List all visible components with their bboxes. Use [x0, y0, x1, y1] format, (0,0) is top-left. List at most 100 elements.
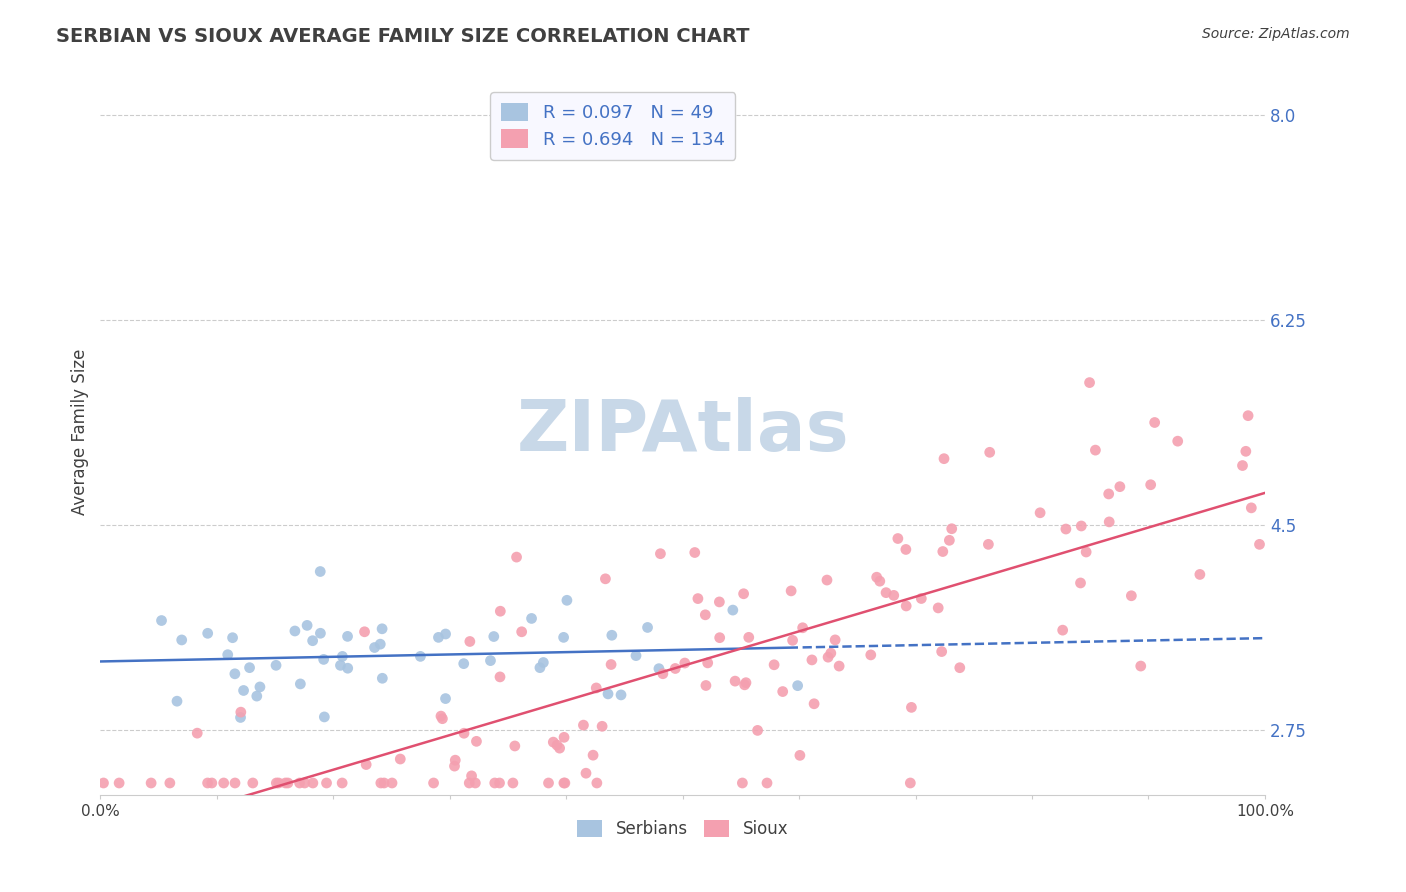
Point: [290, 677, 312, 691]
Point: [1098, 515, 1121, 529]
Point: [1054, 522, 1077, 536]
Point: [336, 661, 359, 675]
Point: [484, 776, 506, 790]
Point: [479, 654, 502, 668]
Point: [1070, 576, 1092, 591]
Point: [546, 738, 568, 752]
Point: [453, 726, 475, 740]
Point: [1052, 623, 1074, 637]
Point: [1139, 477, 1161, 491]
Point: [201, 776, 224, 790]
Point: [1108, 480, 1130, 494]
Point: [582, 748, 605, 763]
Point: [875, 585, 897, 599]
Point: [896, 599, 918, 613]
Point: [453, 657, 475, 671]
Point: [488, 776, 510, 790]
Point: [170, 632, 193, 647]
Point: [430, 709, 453, 723]
Point: [820, 646, 842, 660]
Point: [264, 658, 287, 673]
Point: [224, 666, 246, 681]
Point: [489, 604, 512, 618]
Text: Source: ZipAtlas.com: Source: ZipAtlas.com: [1202, 27, 1350, 41]
Point: [217, 648, 239, 662]
Point: [664, 661, 686, 675]
Point: [772, 684, 794, 698]
Point: [246, 689, 269, 703]
Point: [1188, 567, 1211, 582]
Point: [288, 776, 311, 790]
Point: [274, 776, 297, 790]
Point: [979, 445, 1001, 459]
Point: [724, 674, 747, 689]
Point: [624, 648, 647, 663]
Point: [731, 776, 754, 790]
Point: [637, 620, 659, 634]
Point: [817, 650, 839, 665]
Point: [898, 776, 921, 790]
Point: [709, 631, 731, 645]
Point: [600, 657, 623, 672]
Point: [368, 637, 391, 651]
Point: [575, 766, 598, 780]
Point: [363, 640, 385, 655]
Point: [1237, 409, 1260, 423]
Point: [800, 653, 823, 667]
Point: [789, 748, 811, 763]
Point: [815, 573, 838, 587]
Point: [330, 776, 353, 790]
Point: [651, 666, 673, 681]
Point: [585, 681, 607, 695]
Point: [910, 591, 932, 606]
Point: [1121, 589, 1143, 603]
Point: [1078, 376, 1101, 390]
Point: [389, 752, 412, 766]
Point: [529, 660, 551, 674]
Point: [610, 688, 633, 702]
Point: [232, 683, 254, 698]
Point: [434, 691, 457, 706]
Point: [1143, 416, 1166, 430]
Legend: Serbians, Sioux: Serbians, Sioux: [571, 813, 794, 845]
Point: [434, 627, 457, 641]
Point: [1098, 487, 1121, 501]
Point: [900, 700, 922, 714]
Point: [695, 678, 717, 692]
Point: [553, 731, 575, 745]
Y-axis label: Average Family Size: Average Family Size: [72, 349, 89, 515]
Point: [458, 634, 481, 648]
Point: [284, 624, 307, 638]
Point: [229, 705, 252, 719]
Point: [139, 776, 162, 790]
Point: [108, 776, 131, 790]
Point: [648, 662, 671, 676]
Point: [197, 626, 219, 640]
Point: [294, 776, 316, 790]
Point: [371, 671, 394, 685]
Point: [803, 697, 825, 711]
Point: [1167, 434, 1189, 449]
Point: [554, 776, 576, 790]
Point: [422, 776, 444, 790]
Point: [553, 776, 575, 790]
Point: [695, 607, 717, 622]
Point: [502, 776, 524, 790]
Point: [824, 632, 846, 647]
Point: [505, 550, 527, 565]
Point: [931, 644, 953, 658]
Point: [465, 734, 488, 748]
Point: [1249, 537, 1271, 551]
Point: [859, 648, 882, 662]
Point: [353, 624, 375, 639]
Point: [444, 753, 467, 767]
Point: [242, 776, 264, 790]
Point: [266, 776, 288, 790]
Point: [329, 658, 352, 673]
Point: [520, 611, 543, 625]
Point: [315, 776, 337, 790]
Point: [381, 776, 404, 790]
Point: [696, 656, 718, 670]
Point: [301, 633, 323, 648]
Point: [371, 622, 394, 636]
